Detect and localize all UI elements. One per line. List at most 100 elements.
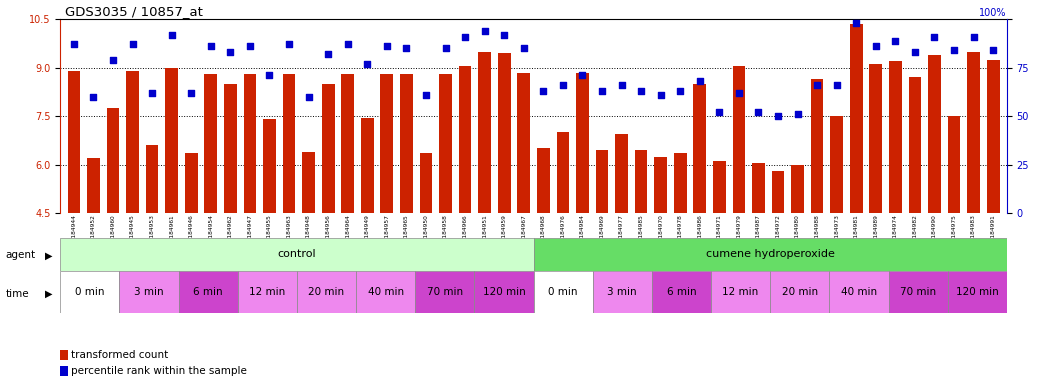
Bar [733, 66, 745, 213]
Point [594, 88, 610, 94]
Bar [60, 366, 67, 376]
Bar [302, 152, 315, 213]
Text: control: control [277, 249, 317, 260]
Text: cumene hydroperoxide: cumene hydroperoxide [706, 249, 835, 260]
Text: 70 min: 70 min [427, 287, 463, 297]
Text: 0 min: 0 min [75, 287, 105, 297]
Point [535, 88, 551, 94]
Point [183, 90, 199, 96]
Bar [713, 161, 726, 213]
Bar [829, 271, 889, 313]
Point [85, 94, 102, 100]
Bar [771, 171, 785, 213]
Text: 6 min: 6 min [193, 287, 223, 297]
Point [262, 72, 278, 78]
Bar [282, 74, 296, 213]
Point [809, 82, 825, 88]
Text: 100%: 100% [980, 8, 1007, 18]
Point [711, 109, 728, 115]
Point [985, 47, 1002, 53]
Point [379, 43, 395, 50]
Bar [534, 271, 593, 313]
Bar [616, 134, 628, 213]
Bar [185, 153, 197, 213]
Bar [711, 271, 770, 313]
Point [144, 90, 161, 96]
Text: 20 min: 20 min [308, 287, 345, 297]
Bar [204, 74, 217, 213]
Bar [381, 74, 393, 213]
Point [300, 94, 317, 100]
Point [437, 45, 454, 51]
Text: ▶: ▶ [45, 250, 52, 260]
Text: 3 min: 3 min [607, 287, 637, 297]
Bar [498, 53, 511, 213]
Point [613, 82, 630, 88]
Bar [593, 271, 652, 313]
Bar [693, 84, 706, 213]
Bar [830, 116, 843, 213]
Text: 12 min: 12 min [249, 287, 285, 297]
Bar [479, 51, 491, 213]
Point [222, 49, 239, 55]
Point [828, 82, 845, 88]
Text: percentile rank within the sample: percentile rank within the sample [71, 366, 246, 376]
Point [280, 41, 297, 48]
Text: 120 min: 120 min [956, 287, 999, 297]
Point [770, 113, 787, 119]
Point [633, 88, 650, 94]
Point [339, 41, 356, 48]
Bar [356, 271, 415, 313]
Text: transformed count: transformed count [71, 350, 168, 360]
Bar [948, 271, 1007, 313]
Bar [770, 271, 829, 313]
Bar [145, 145, 159, 213]
Point [399, 45, 415, 51]
Text: 20 min: 20 min [782, 287, 818, 297]
Bar [60, 351, 67, 360]
Text: 0 min: 0 min [548, 287, 578, 297]
Bar [576, 73, 589, 213]
Bar [244, 74, 256, 213]
Text: GDS3035 / 10857_at: GDS3035 / 10857_at [65, 5, 202, 18]
Bar [534, 238, 1007, 271]
Bar [654, 157, 667, 213]
Bar [322, 84, 334, 213]
Point [887, 38, 904, 44]
Point [359, 61, 376, 67]
Bar [238, 271, 297, 313]
Bar [67, 71, 80, 213]
Bar [517, 73, 530, 213]
Point [202, 43, 219, 50]
Bar [889, 271, 948, 313]
Point [906, 49, 923, 55]
Bar [297, 271, 356, 313]
Point [163, 31, 180, 38]
Text: ▶: ▶ [45, 289, 52, 299]
Point [672, 88, 688, 94]
Point [731, 90, 747, 96]
Bar [361, 118, 374, 213]
Bar [928, 55, 940, 213]
Point [691, 78, 708, 84]
Point [926, 33, 943, 40]
Point [868, 43, 884, 50]
Bar [60, 271, 119, 313]
Bar [987, 60, 1000, 213]
Bar [87, 158, 100, 213]
Point [320, 51, 336, 57]
Bar [119, 271, 179, 313]
Bar [850, 24, 863, 213]
Bar [674, 153, 686, 213]
Bar [127, 71, 139, 213]
Point [946, 47, 962, 53]
Point [516, 45, 532, 51]
Bar [107, 108, 119, 213]
Point [965, 33, 982, 40]
Point [65, 41, 82, 48]
Bar [811, 79, 823, 213]
Text: 70 min: 70 min [900, 287, 936, 297]
Bar [165, 68, 179, 213]
Bar [556, 132, 569, 213]
Bar [537, 149, 550, 213]
